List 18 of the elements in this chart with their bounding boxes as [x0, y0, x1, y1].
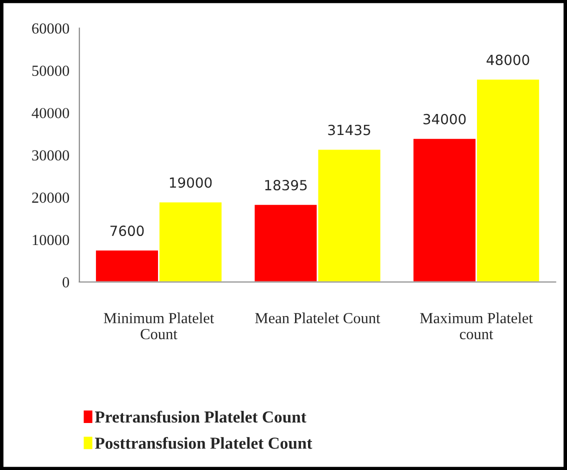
data-label: 18395: [265, 180, 307, 190]
data-label: 7600: [110, 226, 144, 236]
y-tick-label: 50000: [32, 66, 70, 76]
x-tick-label: Maximum Platelet count: [420, 312, 533, 340]
y-tick-label: 30000: [32, 150, 70, 161]
x-tick-label: Mean Platelet Count: [255, 312, 380, 324]
data-label: 34000: [423, 114, 466, 124]
legend-label: Pretransfusion Platelet Count: [94, 410, 306, 423]
y-tick-label: 20000: [32, 192, 70, 203]
data-label: 31435: [328, 124, 370, 136]
legend-label: Posttransfusion Platelet Count: [94, 436, 312, 449]
y-tick-label: 60000: [32, 23, 70, 34]
y-tick-label: 40000: [32, 108, 70, 118]
y-tick-label: 0: [62, 277, 70, 288]
data-label: 19000: [170, 177, 212, 188]
x-tick-label: Minimum Platelet Count: [104, 312, 214, 340]
data-label: 48000: [486, 54, 530, 66]
y-tick-label: 10000: [32, 234, 70, 246]
